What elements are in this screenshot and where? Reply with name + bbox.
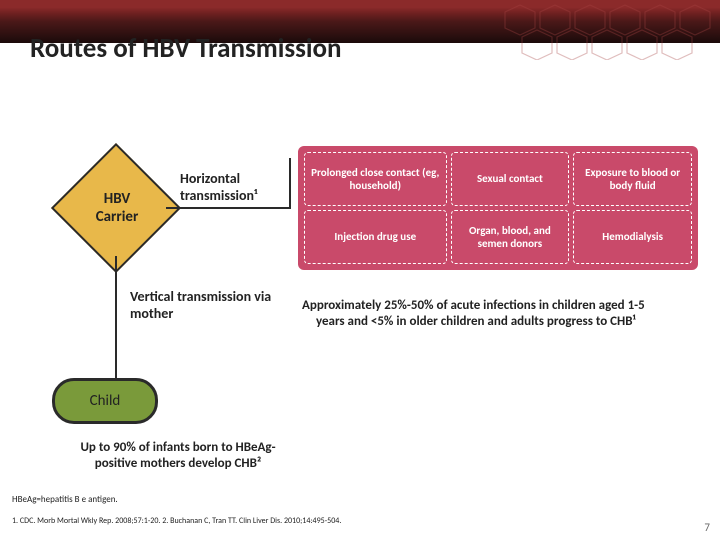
approx-line2: years and <5% in older children and adul…	[302, 314, 698, 330]
panel-cell-hemodialysis: Hemodialysis	[573, 210, 692, 264]
page-title: Routes of HBV Transmission	[30, 32, 342, 65]
references: 1. CDC. Morb Mortal Wkly Rep. 2008;57:1-…	[12, 516, 702, 526]
panel-cell-donors: Organ, blood, and semen donors	[451, 210, 570, 264]
hbv-carrier-label: HBV Carrier	[78, 190, 156, 226]
panel-cell-contact: Prolonged close contact (eg, household)	[304, 152, 447, 206]
panel-cell-sexual: Sexual contact	[451, 152, 570, 206]
panel-cell-blood: Exposure to blood or body fluid	[573, 152, 692, 206]
approx-line1: Approximately 25%-50% of acute infection…	[302, 298, 645, 313]
child-node: Child	[52, 378, 158, 424]
header-hex-pattern	[500, 0, 720, 60]
infant-line2: positive mothers develop CHB²	[95, 456, 262, 471]
diamond-line2: Carrier	[96, 208, 139, 226]
infant-line1: Up to 90% of infants born to HBeAg-	[80, 440, 275, 455]
horizontal-transmission-panel: Prolonged close contact (eg, household) …	[298, 146, 698, 270]
panel-cell-injection: Injection drug use	[304, 210, 447, 264]
vertical-transmission-label: Vertical transmission via mother	[130, 288, 280, 322]
infant-chb-text: Up to 90% of infants born to HBeAg- posi…	[28, 440, 328, 473]
horizontal-transmission-label: Horizontal transmission¹	[180, 170, 290, 204]
approx-progression-text: Approximately 25%-50% of acute infection…	[302, 298, 698, 331]
child-label: Child	[90, 392, 121, 410]
abbreviation-note: HBeAg=hepatitis B e antigen.	[12, 494, 118, 505]
page-number: 7	[704, 521, 710, 534]
connector-vertical	[110, 254, 130, 382]
diamond-line1: HBV	[104, 190, 130, 208]
